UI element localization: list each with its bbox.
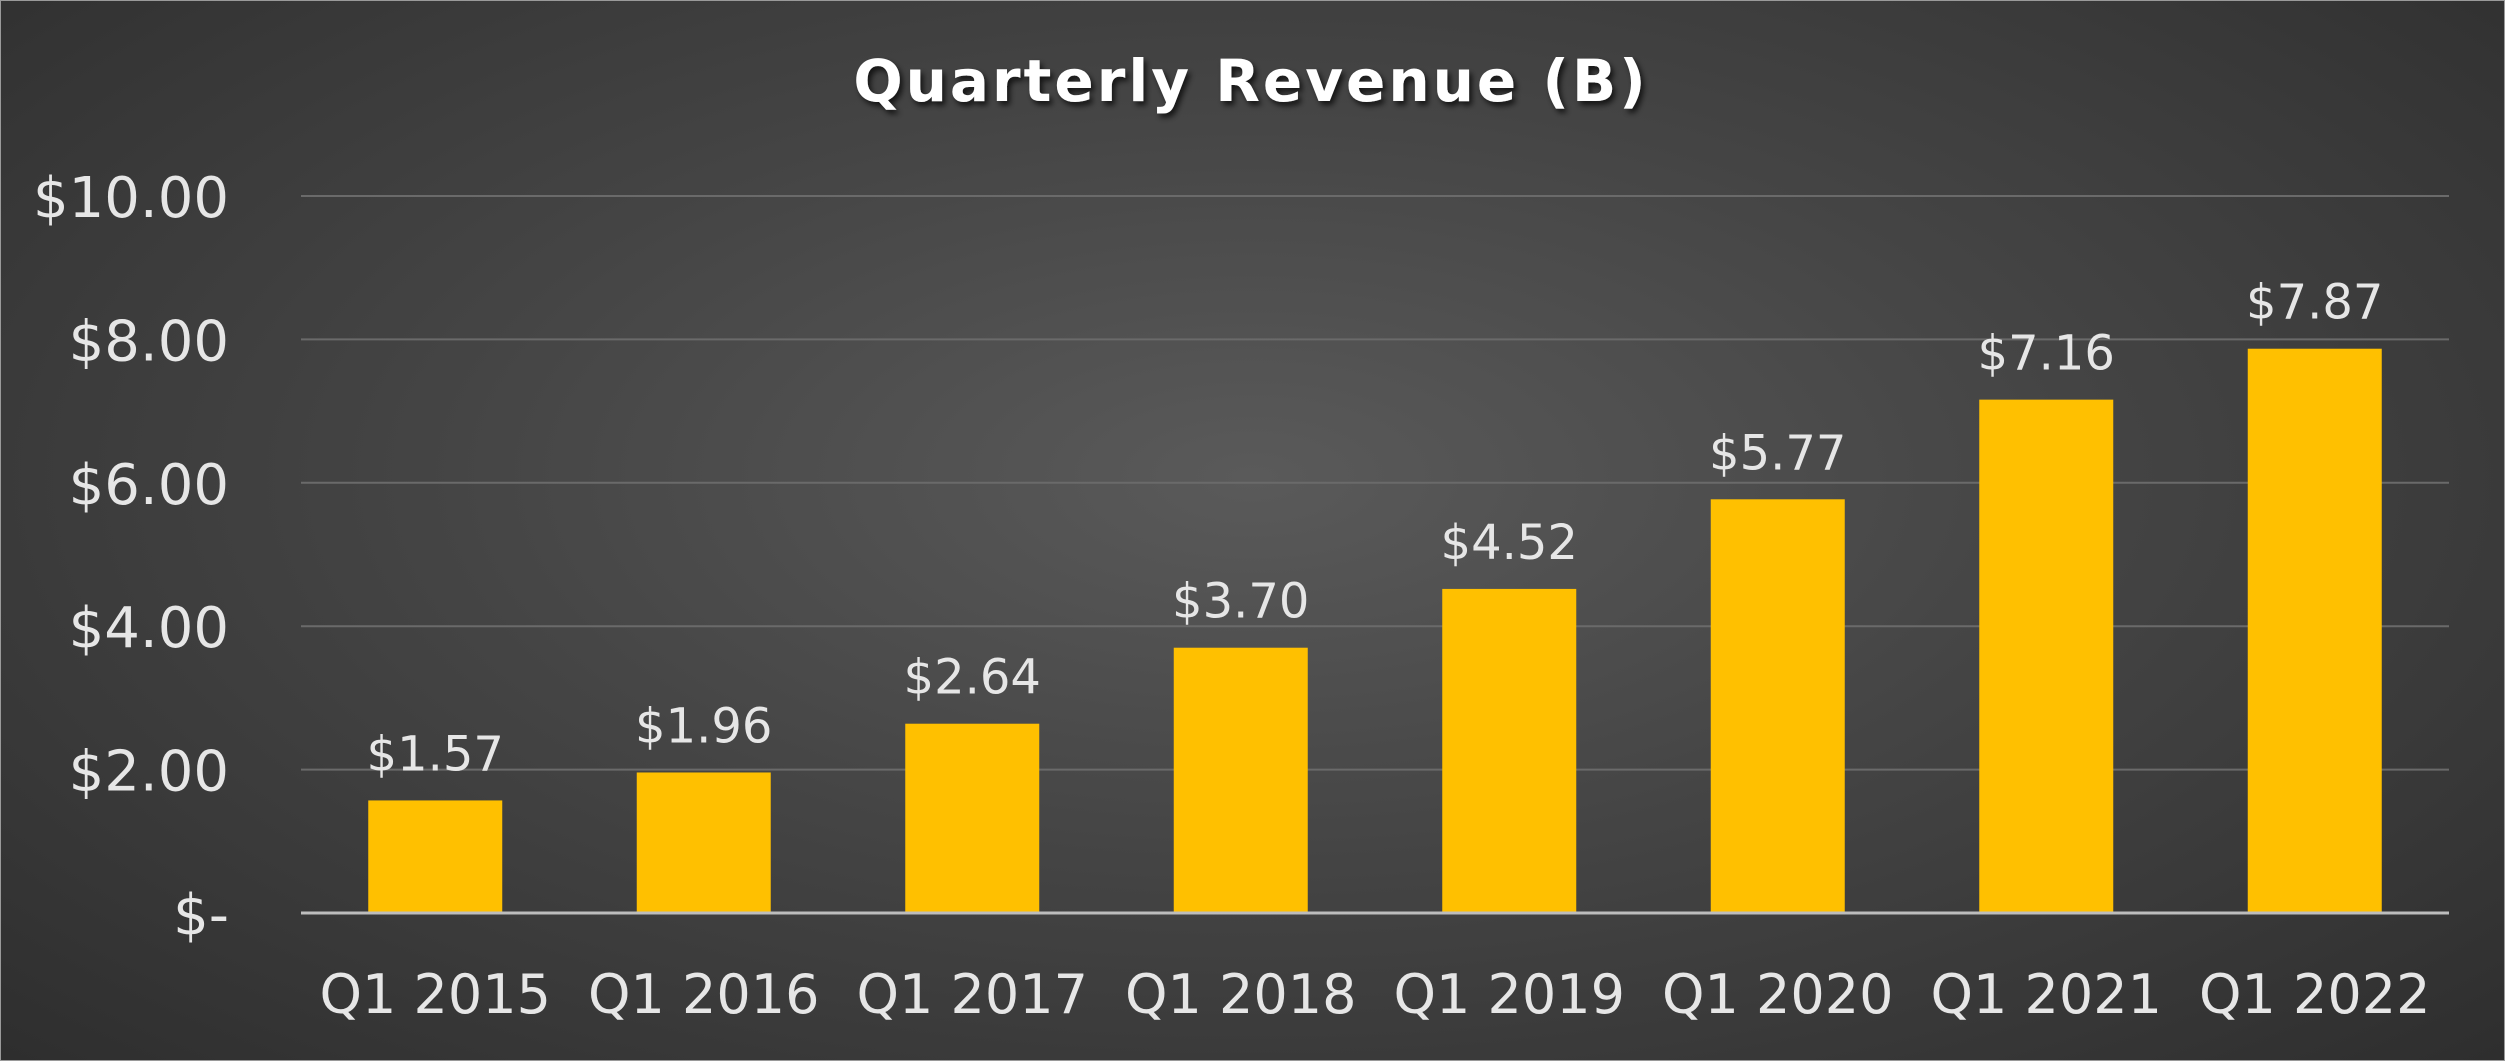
y-tick-label: $6.00 [69, 453, 229, 518]
bar [1979, 399, 2114, 913]
x-tick-label: Q1 2015 [320, 963, 551, 1026]
y-tick-label: $8.00 [69, 309, 229, 374]
data-label: $4.52 [1441, 515, 1578, 571]
x-tick-label: Q1 2020 [1662, 963, 1893, 1026]
gridlines [301, 195, 2449, 771]
bar [905, 723, 1040, 913]
x-axis-tick-labels: Q1 2015 Q1 2016 Q1 2017 Q1 2018 Q1 2019 Q1 20… [320, 963, 2431, 1026]
y-tick-label: $4.00 [69, 596, 229, 661]
bar [636, 772, 771, 913]
bars [368, 348, 2382, 913]
x-tick-label: Q1 2017 [857, 963, 1088, 1026]
x-tick-label: Q1 2021 [1931, 963, 2162, 1026]
data-label: $3.70 [1172, 574, 1309, 630]
data-label: $7.87 [2246, 275, 2383, 331]
data-label: $1.57 [367, 726, 504, 782]
x-tick-label: Q1 2016 [588, 963, 819, 1026]
x-tick-label: Q1 2019 [1394, 963, 1625, 1026]
bar [1710, 499, 1845, 913]
chart-title: Quarterly Revenue (B) [853, 47, 1648, 115]
data-label: $5.77 [1709, 425, 1846, 481]
data-label: $2.64 [904, 650, 1041, 706]
bar [1442, 588, 1577, 913]
bar [2247, 348, 2382, 913]
data-label: $7.16 [1978, 326, 2115, 382]
data-labels: $1.57 $1.96 $2.64 $3.70 $4.52 $5.77 $7.16 $7.87 [367, 275, 2384, 783]
x-tick-label: Q1 2022 [2199, 963, 2430, 1026]
y-axis-tick-labels: $- $2.00 $4.00 $6.00 $8.00 $10.00 [33, 166, 229, 948]
data-label: $1.96 [635, 698, 772, 754]
y-tick-label: $2.00 [69, 740, 229, 805]
bar [1173, 647, 1308, 913]
bar [368, 800, 503, 913]
y-tick-label: $- [173, 883, 229, 948]
x-tick-label: Q1 2018 [1125, 963, 1356, 1026]
y-tick-label: $10.00 [33, 166, 229, 231]
